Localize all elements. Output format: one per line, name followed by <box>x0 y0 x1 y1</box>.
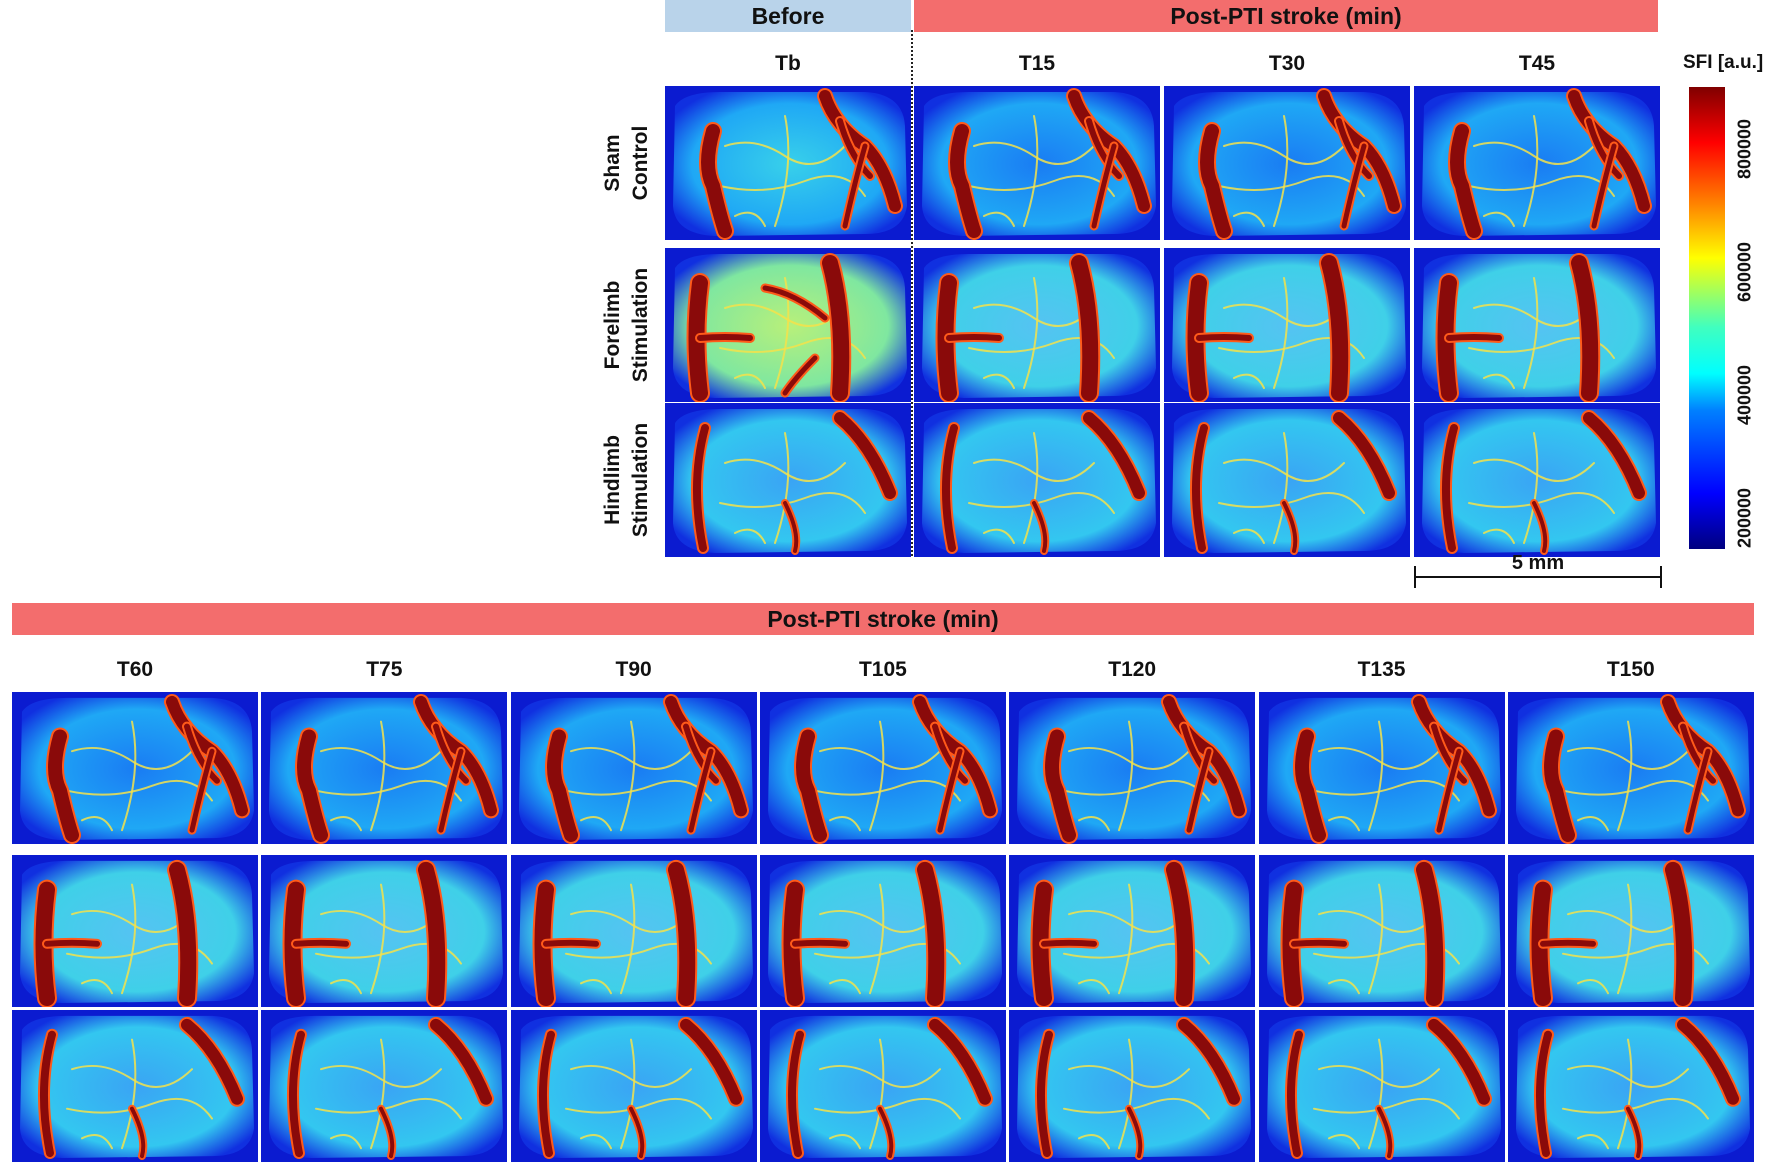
flow-map-hindlimb-t90 <box>510 1010 757 1162</box>
column-label-t150: T150 <box>1606 658 1655 681</box>
scale-bar-left-cap <box>1414 566 1416 588</box>
flow-map-sham-t90 <box>510 692 757 844</box>
flow-map-forelimb-t15 <box>914 248 1160 402</box>
colorbar-tick: 400000 <box>1734 364 1755 426</box>
flow-map-forelimb-tb <box>665 248 911 402</box>
flow-map-forelimb-t90 <box>510 855 757 1007</box>
post-stroke-header-top: Post-PTI stroke (min) <box>914 0 1658 32</box>
column-label-t135: T135 <box>1357 658 1406 681</box>
flow-map-forelimb-t75 <box>261 855 508 1007</box>
scale-bar-right-cap <box>1660 566 1662 588</box>
flow-map-sham-t150 <box>1507 692 1754 844</box>
flow-map-forelimb-t120 <box>1009 855 1256 1007</box>
flow-map-forelimb-t30 <box>1164 248 1410 402</box>
flow-map-sham-t30 <box>1164 86 1410 240</box>
before-header: Before <box>665 0 911 32</box>
flow-map-hindlimb-t120 <box>1009 1010 1256 1162</box>
column-label-t45: T45 <box>1518 52 1556 75</box>
flow-map-sham-t45 <box>1414 86 1660 240</box>
colorbar-title: SFI [a.u.] <box>1683 52 1764 73</box>
column-label-tb: Tb <box>775 52 801 75</box>
flow-map-forelimb-t135 <box>1258 855 1505 1007</box>
column-label-t75: T75 <box>366 658 403 681</box>
flow-map-forelimb-t45 <box>1414 248 1660 402</box>
row-label-hindlimb: Hindlimb Stimulation <box>601 422 652 538</box>
colorbar-tick: 800000 <box>1734 118 1755 179</box>
flow-map-sham-t135 <box>1258 692 1505 844</box>
flow-map-hindlimb-t105 <box>759 1010 1006 1162</box>
flow-map-hindlimb-t135 <box>1258 1010 1505 1162</box>
row-label-sham: Sham Control <box>601 125 652 201</box>
row-label-forelimb: Forelimb Stimulation <box>601 267 652 383</box>
scale-bar-label: 5 mm <box>1511 552 1565 574</box>
flow-map-sham-tb <box>665 86 911 240</box>
flow-map-hindlimb-t75 <box>261 1010 508 1162</box>
post-stroke-header-bottom: Post-PTI stroke (min) <box>12 603 1754 635</box>
column-label-t30: T30 <box>1268 52 1306 75</box>
flow-map-sham-t120 <box>1009 692 1256 844</box>
flow-map-forelimb-t60 <box>12 855 258 1007</box>
column-label-t15: T15 <box>1018 52 1056 75</box>
sfi-colorbar <box>1689 87 1725 549</box>
flow-map-hindlimb-t60 <box>12 1010 258 1162</box>
scale-bar-line <box>1415 576 1661 578</box>
flow-map-sham-t60 <box>12 692 258 844</box>
flow-map-sham-t75 <box>261 692 508 844</box>
flow-map-hindlimb-t45 <box>1414 403 1660 557</box>
before-after-divider <box>911 30 913 556</box>
column-label-t60: T60 <box>116 658 154 681</box>
flow-map-hindlimb-t150 <box>1507 1010 1754 1162</box>
flow-map-forelimb-t105 <box>759 855 1006 1007</box>
flow-map-forelimb-t150 <box>1507 855 1754 1007</box>
colorbar-tick: 600000 <box>1734 241 1755 302</box>
flow-map-hindlimb-t30 <box>1164 403 1410 557</box>
flow-map-hindlimb-t15 <box>914 403 1160 557</box>
flow-map-sham-t105 <box>759 692 1006 844</box>
colorbar-tick: 200000 <box>1734 488 1755 549</box>
column-label-t105: T105 <box>858 658 907 681</box>
flow-map-sham-t15 <box>914 86 1160 240</box>
flow-map-hindlimb-tb <box>665 403 911 557</box>
column-label-t90: T90 <box>615 658 652 681</box>
column-label-t120: T120 <box>1108 658 1157 681</box>
